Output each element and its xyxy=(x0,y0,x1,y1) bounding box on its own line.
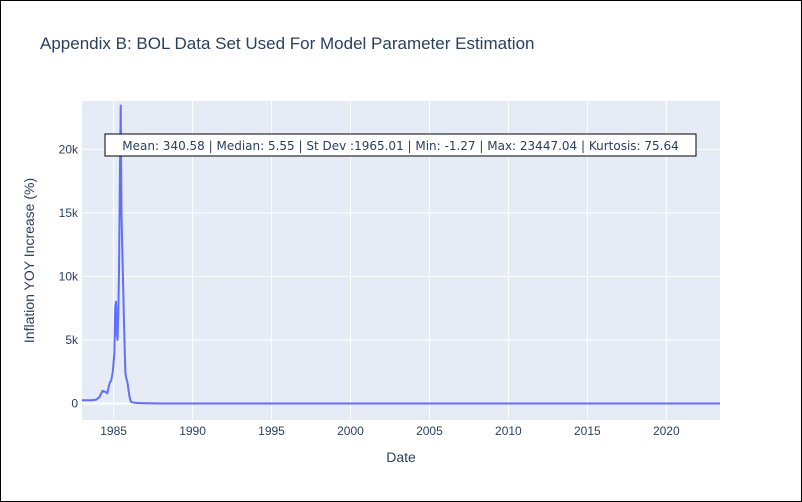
y-tick-label: 10k xyxy=(59,269,79,283)
x-tick-label: 1995 xyxy=(258,424,285,438)
y-tick-label: 20k xyxy=(59,142,79,156)
stats-annotation: Mean: 340.58 | Median: 5.55 | St Dev :19… xyxy=(122,139,679,153)
y-tick-label: 15k xyxy=(59,206,79,220)
x-tick-label: 2000 xyxy=(337,424,364,438)
x-tick-labels: 1985 1990 1995 2000 2005 2010 2015 2020 xyxy=(100,424,680,438)
y-tick-labels: 0 5k 10k 15k 20k xyxy=(59,142,79,410)
chart-title: Appendix B: BOL Data Set Used For Model … xyxy=(40,34,535,53)
stats-annotation-box xyxy=(104,133,697,157)
x-tick-label: 2020 xyxy=(653,424,680,438)
x-tick-label: 1985 xyxy=(100,424,127,438)
y-tick-label: 0 xyxy=(71,396,78,410)
x-tick-label: 2005 xyxy=(416,424,443,438)
x-axis-title: Date xyxy=(386,449,416,465)
y-tick-label: 5k xyxy=(65,333,79,347)
series-line xyxy=(82,104,720,405)
x-tick-label: 2015 xyxy=(574,424,601,438)
y-axis-title: Inflation YOY Increase (%) xyxy=(21,178,37,343)
x-tick-label: 1990 xyxy=(179,424,206,438)
x-tick-label: 2010 xyxy=(495,424,522,438)
